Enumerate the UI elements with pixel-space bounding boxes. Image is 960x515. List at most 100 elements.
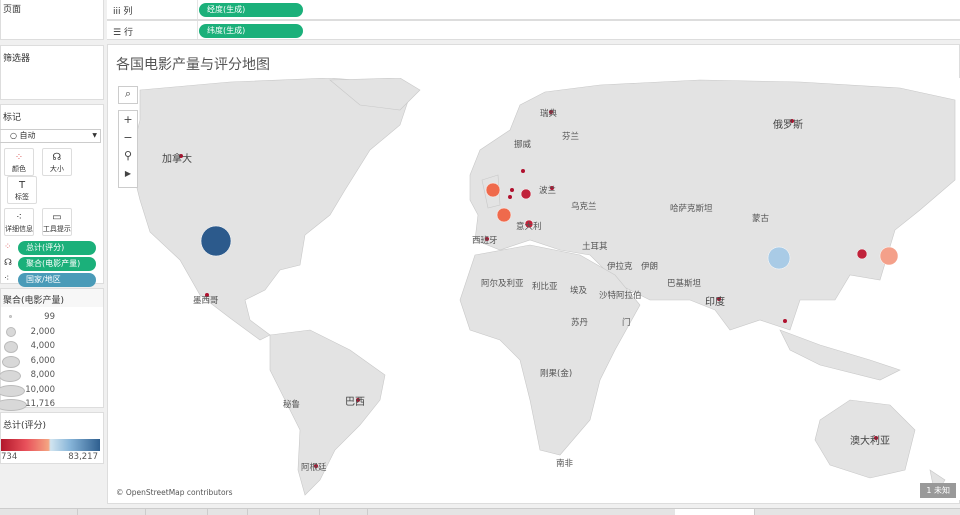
longitude-pill[interactable]: 经度(生成) (199, 3, 303, 17)
color-dots-icon: ⁘ (4, 242, 12, 252)
country-label: 巴西 (345, 397, 365, 408)
country-label: 芬兰 (562, 132, 580, 142)
search-map-button[interactable]: ⌕ (118, 86, 138, 104)
country-label: 刚果(金) (540, 369, 573, 379)
view-title: 各国电影产量与评分地图 (116, 57, 270, 73)
color-ramp (1, 439, 100, 451)
size-field-row[interactable]: ☊ 聚合(电影产量) (1, 257, 103, 273)
latitude-pill[interactable]: 纬度(生成) (199, 24, 303, 38)
size-legend-item: 99 (1, 310, 103, 325)
country-label: 意大利 (516, 222, 542, 232)
expand-arrow-icon[interactable]: ▶ (124, 169, 132, 178)
marker-日本[interactable] (879, 246, 899, 266)
tooltip-button[interactable]: ▭ 工具提示 (41, 208, 72, 236)
marker-small[interactable] (550, 186, 554, 190)
country-label: 哈萨克斯坦 (670, 204, 713, 214)
tooltip-icon: ▭ (52, 212, 62, 223)
color-dots-icon: ⁘ (14, 152, 24, 163)
color-legend-max: 83,217 (68, 452, 98, 462)
label-icon: T (18, 180, 26, 191)
size-legend-item: 11,716 (0, 397, 103, 412)
label-button[interactable]: T 标签 (7, 176, 37, 204)
country-label: 俄罗斯 (773, 120, 803, 131)
detail-field-row[interactable]: ⁖ 国家/地区 (1, 273, 103, 289)
detail-button[interactable]: ⁖ 详细信息 (4, 208, 34, 236)
marker-法国[interactable] (496, 207, 512, 223)
country-label: 沙特阿拉伯 (599, 291, 642, 301)
marker-small[interactable] (783, 319, 787, 323)
marker-small[interactable] (521, 169, 525, 173)
color-legend-min: 734 (1, 452, 18, 462)
marker-意大利[interactable] (524, 219, 534, 229)
size-icon: ☊ (52, 152, 62, 163)
mark-type-value: 自动 (19, 131, 36, 140)
color-field-row[interactable]: ⁘ 总计(评分) (1, 241, 103, 257)
pin-icon[interactable]: ⚲ (123, 149, 133, 162)
country-label: 门 (622, 318, 631, 328)
rows-icon: ☰ (113, 28, 124, 38)
marker-small[interactable] (717, 297, 721, 301)
country-label: 墨西哥 (193, 296, 219, 306)
marker-small[interactable] (874, 436, 878, 440)
marks-panel: 标记 ○ 自动 ▼ ⁘ 颜色 ☊ 大小 T 标签 ⁖ 详细信息 ▭ 工具提示 ⁘ 总计(评分… (0, 104, 104, 287)
tooltip-label: 工具提示 (42, 225, 71, 233)
country-label: 阿根廷 (301, 463, 327, 473)
label-label: 标签 (15, 193, 29, 201)
sheet-tabs[interactable] (0, 508, 960, 515)
chevron-down-icon: ▼ (92, 132, 97, 139)
country-label: 乌克兰 (571, 202, 597, 212)
circle-icon: ○ (10, 131, 20, 140)
country-label: 加拿大 (162, 154, 192, 165)
country-label: 澳大利亚 (850, 436, 890, 447)
detail-field-pill[interactable]: 国家/地区 (18, 273, 96, 287)
country-label: 印度 (705, 297, 725, 308)
zoom-in-button[interactable]: + (123, 113, 133, 126)
filters-panel: 筛选器 (0, 45, 104, 100)
country-label: 阿尔及利亚 (481, 279, 524, 289)
marker-英国[interactable] (485, 182, 501, 198)
size-legend-item: 4,000 (1, 339, 103, 354)
country-label: 土耳其 (582, 242, 608, 252)
marker-small[interactable] (508, 195, 512, 199)
marker-韩国[interactable] (856, 248, 868, 260)
color-legend: 总计(评分) 734 83,217 (0, 412, 104, 464)
detail-icon: ⁖ (4, 274, 10, 284)
color-label: 颜色 (12, 165, 26, 173)
color-legend-title: 总计(评分) (3, 421, 47, 431)
size-legend-item: 2,000 (1, 325, 103, 340)
marker-美国[interactable] (200, 225, 232, 257)
marker-small[interactable] (356, 398, 360, 402)
marker-small[interactable] (549, 110, 553, 114)
color-button[interactable]: ⁘ 颜色 (4, 148, 34, 176)
size-legend-item: 10,000 (0, 383, 103, 398)
country-label: 挪威 (514, 140, 532, 150)
columns-shelf[interactable]: iii 列 经度(生成) (107, 0, 960, 20)
marker-中国[interactable] (767, 246, 791, 270)
marker-small[interactable] (790, 119, 794, 123)
country-label: 秘鲁 (283, 400, 301, 410)
rows-shelf[interactable]: ☰ 行 纬度(生成) (107, 20, 960, 40)
country-label: 苏丹 (571, 318, 589, 328)
size-legend-title: 聚合(电影产量) (1, 289, 103, 307)
map[interactable] (112, 78, 960, 500)
country-label: 埃及 (570, 286, 588, 296)
zoom-out-button[interactable]: − (123, 131, 133, 144)
marker-small[interactable] (314, 464, 318, 468)
unknown-badge[interactable]: 1 未知 (920, 483, 956, 498)
marker-small[interactable] (205, 293, 209, 297)
mark-type-dropdown[interactable]: ○ 自动 ▼ (0, 129, 101, 143)
marker-德国[interactable] (520, 188, 532, 200)
marker-small[interactable] (179, 154, 183, 158)
country-label: 波兰 (539, 186, 557, 196)
marker-small[interactable] (510, 188, 514, 192)
size-field-pill[interactable]: 聚合(电影产量) (18, 257, 96, 271)
size-button[interactable]: ☊ 大小 (41, 148, 72, 176)
marker-small[interactable] (485, 237, 489, 241)
columns-icon: iii (113, 7, 124, 17)
size-label: 大小 (49, 165, 64, 173)
attribution[interactable]: © OpenStreetMap contributors (116, 488, 233, 497)
color-field-pill[interactable]: 总计(评分) (18, 241, 96, 255)
land (129, 78, 956, 496)
pages-panel: 页面 (0, 0, 104, 40)
country-label: 西班牙 (472, 236, 498, 246)
